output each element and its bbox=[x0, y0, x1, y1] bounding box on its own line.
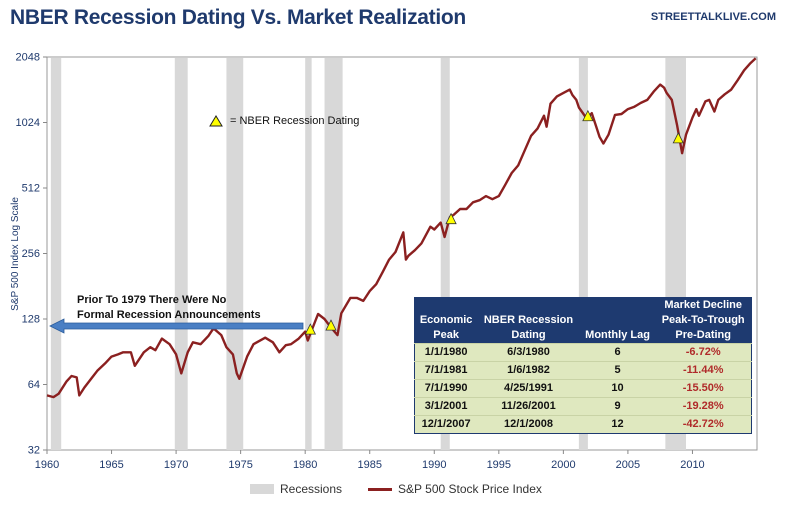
x-tick-label: 2005 bbox=[616, 459, 640, 471]
x-tick-label: 1985 bbox=[357, 459, 381, 471]
nber-marker bbox=[445, 212, 457, 225]
x-tick-label: 1975 bbox=[228, 459, 252, 471]
cell-monthly-lag: 12 bbox=[579, 415, 656, 434]
recession-band bbox=[174, 58, 188, 450]
cell-market-decline: -19.28% bbox=[655, 397, 752, 416]
y-tick-label: 2048 bbox=[16, 52, 40, 64]
legend-sp500: S&P 500 Stock Price Index bbox=[398, 482, 542, 496]
recession-band bbox=[578, 58, 588, 450]
cell-monthly-lag: 5 bbox=[579, 361, 656, 380]
x-tick-label: 2000 bbox=[551, 459, 575, 471]
x-tick-label: 1990 bbox=[422, 459, 446, 471]
y-tick-label: 128 bbox=[22, 314, 40, 326]
source-label: STREETTALKLIVE.COM bbox=[650, 11, 776, 23]
cell-economic-peak: 7/1/1981 bbox=[414, 361, 478, 380]
x-axis-ticks: 1960 1965 1970 1975 1980 1985 1990 1995 2000 2005… bbox=[35, 450, 705, 471]
cell-nber-dating: 1/6/1982 bbox=[477, 361, 580, 380]
cell-monthly-lag: 10 bbox=[579, 379, 656, 398]
y-tick-label: 512 bbox=[22, 183, 40, 195]
arrow-left-icon bbox=[49, 318, 304, 334]
recession-band bbox=[440, 58, 450, 450]
cell-nber-dating: 6/3/1980 bbox=[477, 343, 580, 362]
marker-legend-icon bbox=[209, 115, 223, 127]
table-header-row: Economic Peak NBER Recession Dating Monthl… bbox=[414, 297, 752, 344]
header-market-decline: Market Decline Peak-To-Trough Pre-Dating bbox=[655, 297, 752, 344]
y-tick-label: 32 bbox=[28, 445, 40, 457]
recession-band bbox=[324, 58, 343, 450]
chart-legend: Recessions S&P 500 Stock Price Index bbox=[250, 482, 542, 496]
recession-bands bbox=[50, 58, 686, 450]
x-tick-label: 1965 bbox=[99, 459, 123, 471]
arrow-text-line2: Formal Recession Announcements bbox=[77, 309, 261, 321]
nber-marker bbox=[325, 319, 337, 331]
nber-marker bbox=[582, 109, 594, 122]
y-tick-label: 256 bbox=[22, 248, 40, 260]
y-axis-label: S&P 500 Index Log Scale bbox=[10, 197, 21, 311]
recession-band bbox=[305, 58, 312, 450]
table-row: 3/1/2001 11/26/2001 9 -19.28% bbox=[414, 397, 752, 416]
nber-marker bbox=[304, 323, 316, 335]
y-axis-ticks: 32 64 128 256 512 1024 2048 bbox=[16, 52, 47, 457]
x-tick-label: 2010 bbox=[680, 459, 704, 471]
x-tick-label: 1960 bbox=[35, 459, 59, 471]
nber-markers bbox=[304, 109, 684, 335]
table-row: 12/1/2007 12/1/2008 12 -42.72% bbox=[414, 415, 752, 434]
recession-band bbox=[50, 58, 62, 450]
table-row: 1/1/1980 6/3/1980 6 -6.72% bbox=[414, 343, 752, 362]
arrow-text-line1: Prior To 1979 There Were No bbox=[77, 294, 227, 306]
sp500-swatch bbox=[368, 487, 393, 491]
recession-swatch bbox=[250, 484, 274, 494]
chart-title: NBER Recession Dating Vs. Market Realiza… bbox=[10, 6, 466, 29]
sp500-series-line bbox=[46, 57, 757, 399]
table-row: 7/1/1981 1/6/1982 5 -11.44% bbox=[414, 361, 752, 380]
cell-economic-peak: 3/1/2001 bbox=[414, 397, 478, 416]
cell-economic-peak: 7/1/1990 bbox=[414, 379, 478, 398]
cell-market-decline: -42.72% bbox=[655, 415, 752, 434]
x-tick-label: 1970 bbox=[164, 459, 188, 471]
table-row: 7/1/1990 4/25/1991 10 -15.50% bbox=[414, 379, 752, 398]
cell-nber-dating: 4/25/1991 bbox=[477, 379, 580, 398]
cell-monthly-lag: 6 bbox=[579, 343, 656, 362]
cell-economic-peak: 1/1/1980 bbox=[414, 343, 478, 362]
nber-marker bbox=[672, 132, 684, 144]
legend-recessions: Recessions bbox=[280, 482, 343, 496]
recession-lag-table: Economic Peak NBER Recession Dating Monthl… bbox=[414, 297, 752, 434]
x-tick-label: 1995 bbox=[487, 459, 511, 471]
cell-monthly-lag: 9 bbox=[579, 397, 656, 416]
header-monthly-lag: Monthly Lag bbox=[579, 297, 656, 344]
x-tick-label: 1980 bbox=[293, 459, 317, 471]
y-tick-label: 64 bbox=[28, 379, 40, 391]
header-nber-dating: NBER Recession Dating bbox=[477, 297, 580, 344]
header-economic-peak: Economic Peak bbox=[414, 297, 478, 344]
cell-market-decline: -6.72% bbox=[655, 343, 752, 362]
y-tick-label: 1024 bbox=[16, 117, 40, 129]
cell-market-decline: -15.50% bbox=[655, 379, 752, 398]
cell-economic-peak: 12/1/2007 bbox=[414, 415, 478, 434]
cell-market-decline: -11.44% bbox=[655, 361, 752, 380]
cell-nber-dating: 12/1/2008 bbox=[477, 415, 580, 434]
cell-nber-dating: 11/26/2001 bbox=[477, 397, 580, 416]
marker-legend-text: = NBER Recession Dating bbox=[230, 115, 359, 127]
